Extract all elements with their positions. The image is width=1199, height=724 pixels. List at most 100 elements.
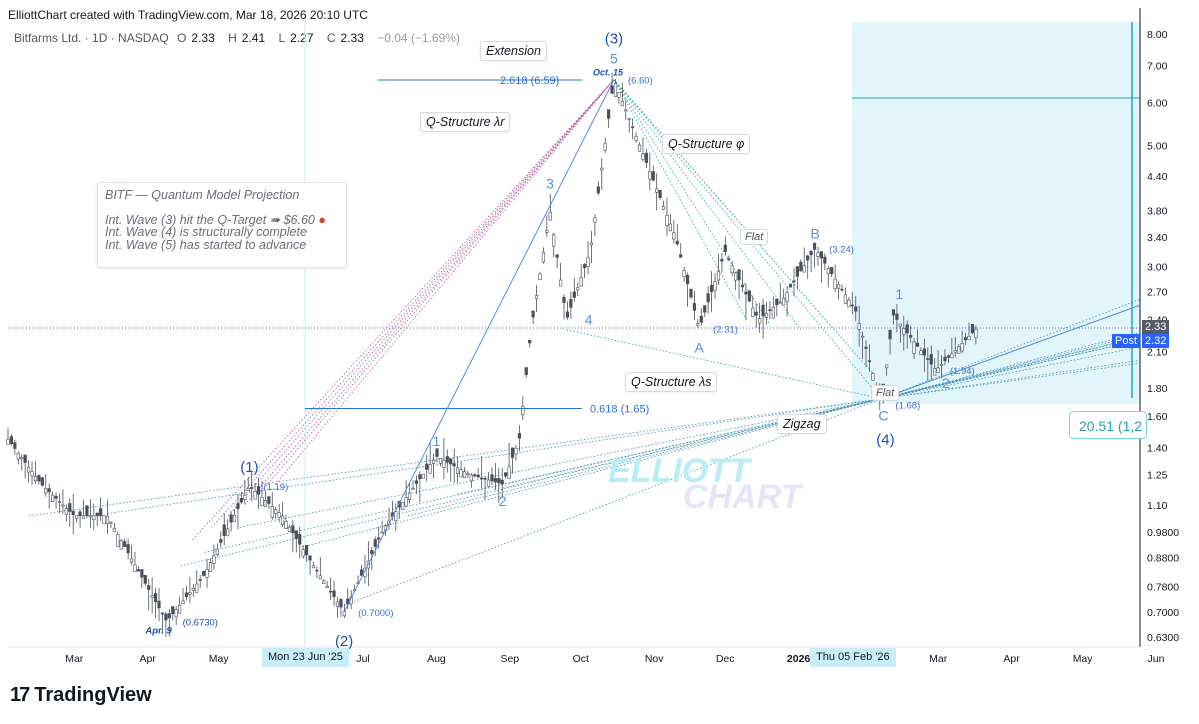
candle-body — [641, 153, 645, 160]
time-tick-label: Sep — [500, 653, 519, 665]
time-axis: MarAprMayJunJulAugSepOctNovDec2026FebMar… — [65, 653, 1164, 665]
price-tick-label: 0.7800 — [1147, 581, 1179, 593]
candle-body — [586, 257, 590, 267]
candle-body — [243, 494, 247, 500]
candle-body — [723, 244, 727, 252]
candle-body — [521, 406, 525, 415]
candle-body — [624, 109, 628, 112]
candle-body — [953, 350, 957, 353]
crosshair-date-right: Thu 05 Feb '26 — [810, 648, 896, 667]
candle-body — [699, 315, 703, 323]
candle-body — [864, 346, 868, 349]
candle-body — [473, 474, 477, 477]
fib-level-label: 0.618 (1.65) — [590, 404, 649, 416]
candle-body — [545, 230, 549, 233]
candle-body — [229, 514, 233, 523]
target-icon: ● — [318, 213, 326, 227]
time-tick-label: 2026 — [787, 653, 811, 665]
candle-body — [263, 500, 268, 508]
change-value: −0.04 (−1.69%) — [377, 31, 460, 45]
candle-body — [720, 259, 724, 262]
candle-body — [195, 583, 199, 593]
candle-body — [758, 318, 762, 324]
candle-body — [411, 487, 415, 490]
candle-body — [885, 364, 889, 369]
last-price-box: 2.33 — [1142, 320, 1170, 334]
q-structure-lambda-s-line — [566, 329, 882, 400]
candle-body — [184, 592, 189, 598]
tag-q-structure-lambda-r[interactable]: Q-Structure λr — [420, 112, 511, 132]
candle-body — [843, 294, 848, 305]
q-structure-lambda-r-line — [275, 79, 615, 485]
candle-body — [253, 490, 257, 500]
time-tick-label: Dec — [716, 653, 735, 665]
note-line-3: Int. Wave (5) has started to advance — [105, 238, 307, 252]
candle-body — [576, 287, 580, 291]
q-structure-lambda-r-line — [227, 79, 615, 517]
candle-body — [967, 336, 971, 340]
tag-extension[interactable]: Extension — [480, 41, 547, 61]
candle-body — [418, 474, 422, 480]
candle-body — [23, 454, 27, 463]
tag-flat-2[interactable]: Flat — [871, 385, 900, 401]
candle-body — [425, 463, 429, 470]
candle-body — [634, 135, 638, 141]
projection-note[interactable]: BITF — Quantum Model Projection Int. Wav… — [97, 182, 347, 268]
candle-body — [946, 355, 951, 358]
candle-body — [435, 448, 439, 457]
candle-body — [246, 488, 250, 492]
tag-zigzag[interactable]: Zigzag — [777, 414, 827, 434]
candle-body — [445, 456, 449, 463]
chart-credit: ElliottChart created with TradingView.co… — [8, 8, 368, 22]
candle-body — [493, 478, 497, 483]
candle-body — [970, 324, 975, 334]
candle-body — [167, 613, 171, 619]
q-structure-lambda-s-line — [457, 340, 1141, 495]
q-structure-lambda-r-line — [211, 79, 615, 528]
candle-body — [280, 515, 285, 525]
candle-body — [823, 256, 827, 264]
candle-body — [325, 585, 329, 588]
symbol-name[interactable]: Bitfarms Ltd. · 1D · NASDAQ — [14, 31, 169, 45]
price-tick-label: 3.80 — [1147, 206, 1168, 218]
candle-body — [483, 477, 487, 480]
tag-q-structure-lambda-s[interactable]: Q-Structure λs — [625, 372, 718, 392]
candle-body — [456, 467, 460, 474]
fib-level-label: 2.618 (6.59) — [500, 75, 559, 87]
candle-body — [802, 265, 806, 273]
wave-label: C — [878, 407, 888, 423]
candle-body — [311, 565, 316, 569]
measure-readout[interactable]: 20.51 (1,2 — [1069, 411, 1147, 439]
note-title: BITF — Quantum Model Projection — [105, 188, 300, 202]
candle-body — [431, 459, 436, 464]
candle-body — [514, 447, 518, 455]
candle-body — [129, 558, 134, 563]
candle-body — [68, 503, 72, 512]
candle-body — [198, 579, 202, 581]
candle-body — [370, 550, 374, 555]
tradingview-logo[interactable]: 17 TradingView — [10, 684, 152, 707]
candle-body — [407, 492, 412, 500]
candle-body — [500, 479, 504, 485]
candle-body — [250, 487, 254, 489]
candle-body — [442, 459, 446, 468]
candle-body — [147, 585, 151, 590]
candle-body — [61, 504, 65, 507]
candle-body — [188, 592, 192, 595]
candle-body — [795, 266, 799, 277]
candle-body — [778, 301, 782, 304]
candle-body — [64, 507, 68, 516]
candle-body — [236, 503, 240, 509]
candle-body — [679, 254, 683, 258]
wave-label: 5 — [610, 51, 618, 67]
candle-body — [287, 526, 292, 532]
candle-body — [270, 506, 274, 518]
candle-body — [709, 285, 714, 293]
high-value: H 2.41 — [228, 31, 266, 45]
wave-label: A — [694, 340, 704, 356]
tag-flat-b[interactable]: Flat — [740, 229, 769, 245]
tag-q-structure-phi[interactable]: Q-Structure φ — [662, 134, 751, 154]
candle-body — [181, 600, 185, 605]
candle-body — [922, 348, 926, 356]
